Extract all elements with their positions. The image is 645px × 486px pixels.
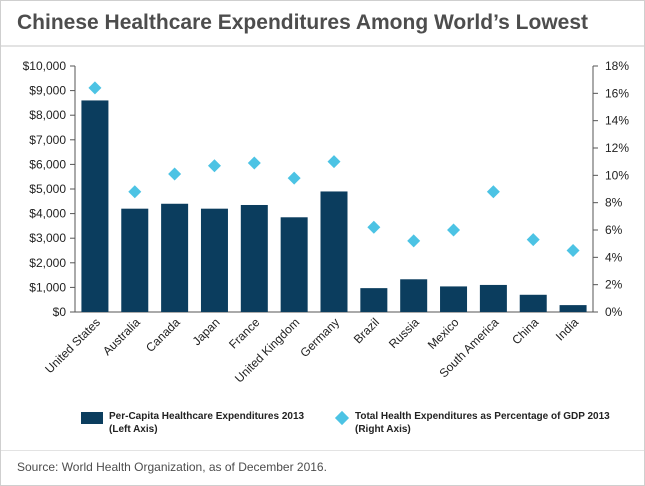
bar xyxy=(161,203,189,312)
right-axis-tick-label: 16% xyxy=(605,86,629,100)
diamond-point xyxy=(128,185,142,199)
bar xyxy=(559,305,587,312)
right-axis-tick-label: 4% xyxy=(605,250,623,264)
category-label: China xyxy=(509,315,541,347)
category-label: Japan xyxy=(190,315,223,348)
bar xyxy=(200,208,228,312)
category-label: Australia xyxy=(100,315,143,358)
category-label: United States xyxy=(42,315,103,376)
diamond-point xyxy=(88,81,102,95)
category-label: Germany xyxy=(297,315,342,360)
category-label: Mexico xyxy=(425,315,462,352)
right-axis-tick-label: 8% xyxy=(605,196,623,210)
legend-bar-label: Per-Capita Healthcare Expenditures 2013 xyxy=(109,411,305,422)
left-axis-tick-label: $0 xyxy=(53,305,67,319)
category-label: France xyxy=(226,315,263,352)
left-axis-tick-label: $8,000 xyxy=(29,108,66,122)
bar xyxy=(440,286,468,312)
diamond-point xyxy=(526,233,540,247)
legend-bar-axis-note: (Left Axis) xyxy=(109,424,158,435)
diamond-point xyxy=(566,244,580,257)
legend-diamond-label: Total Health Expenditures as Percentage … xyxy=(355,411,610,422)
category-label: India xyxy=(553,315,582,344)
diamond-point xyxy=(247,156,261,170)
right-axis-tick-label: 0% xyxy=(605,305,623,319)
legend-bar-swatch xyxy=(81,412,103,424)
left-axis-tick-label: $10,000 xyxy=(23,59,67,73)
diamond-point xyxy=(367,220,381,234)
left-axis-tick-label: $4,000 xyxy=(29,207,66,221)
bar xyxy=(280,217,308,312)
bar xyxy=(240,204,268,312)
left-axis-tick-label: $7,000 xyxy=(29,133,66,147)
right-axis-tick-label: 10% xyxy=(605,168,629,182)
left-axis-tick-label: $5,000 xyxy=(29,182,66,196)
diamond-point xyxy=(327,155,341,169)
source-note: Source: World Health Organization, as of… xyxy=(17,460,327,474)
right-axis-tick-label: 2% xyxy=(605,278,623,292)
bar xyxy=(519,294,547,312)
chart-title: Chinese Healthcare Expenditures Among Wo… xyxy=(17,11,589,34)
bar xyxy=(320,191,348,312)
left-axis-tick-label: $1,000 xyxy=(29,280,66,294)
category-label: Canada xyxy=(143,315,183,355)
bar xyxy=(360,288,388,312)
diamond-point xyxy=(287,171,301,185)
diamond-point xyxy=(407,234,421,248)
diamond-point xyxy=(168,167,182,181)
bar xyxy=(121,208,149,312)
diamond-point xyxy=(207,159,221,173)
bar xyxy=(400,279,428,312)
left-axis-tick-label: $2,000 xyxy=(29,256,66,270)
left-axis-tick-label: $3,000 xyxy=(29,231,66,245)
chart-plot: $0 $1,000 $2,000 $3,000 $4,000 $5,000 $6,000 $7… xyxy=(23,59,630,386)
right-axis-tick-label: 14% xyxy=(605,114,629,128)
source-divider xyxy=(1,450,644,451)
diamond-point xyxy=(486,185,500,199)
legend-diamond-axis-note: (Right Axis) xyxy=(355,424,411,435)
left-axis-tick-label: $6,000 xyxy=(29,157,66,171)
right-axis-tick-label: 6% xyxy=(605,223,623,237)
left-axis-tick-label: $9,000 xyxy=(29,84,66,98)
title-divider xyxy=(1,45,644,47)
right-axis-tick-label: 18% xyxy=(605,59,629,73)
bar xyxy=(81,100,109,312)
legend-bar-entry: Per-Capita Healthcare Expenditures 2013 … xyxy=(109,410,304,436)
category-label: Brazil xyxy=(351,315,382,346)
legend-diamond-entry: Total Health Expenditures as Percentage … xyxy=(355,410,610,436)
diamond-point xyxy=(447,223,461,237)
category-label: Russia xyxy=(386,315,422,351)
right-axis-tick-label: 12% xyxy=(605,141,629,155)
bar xyxy=(479,284,507,312)
